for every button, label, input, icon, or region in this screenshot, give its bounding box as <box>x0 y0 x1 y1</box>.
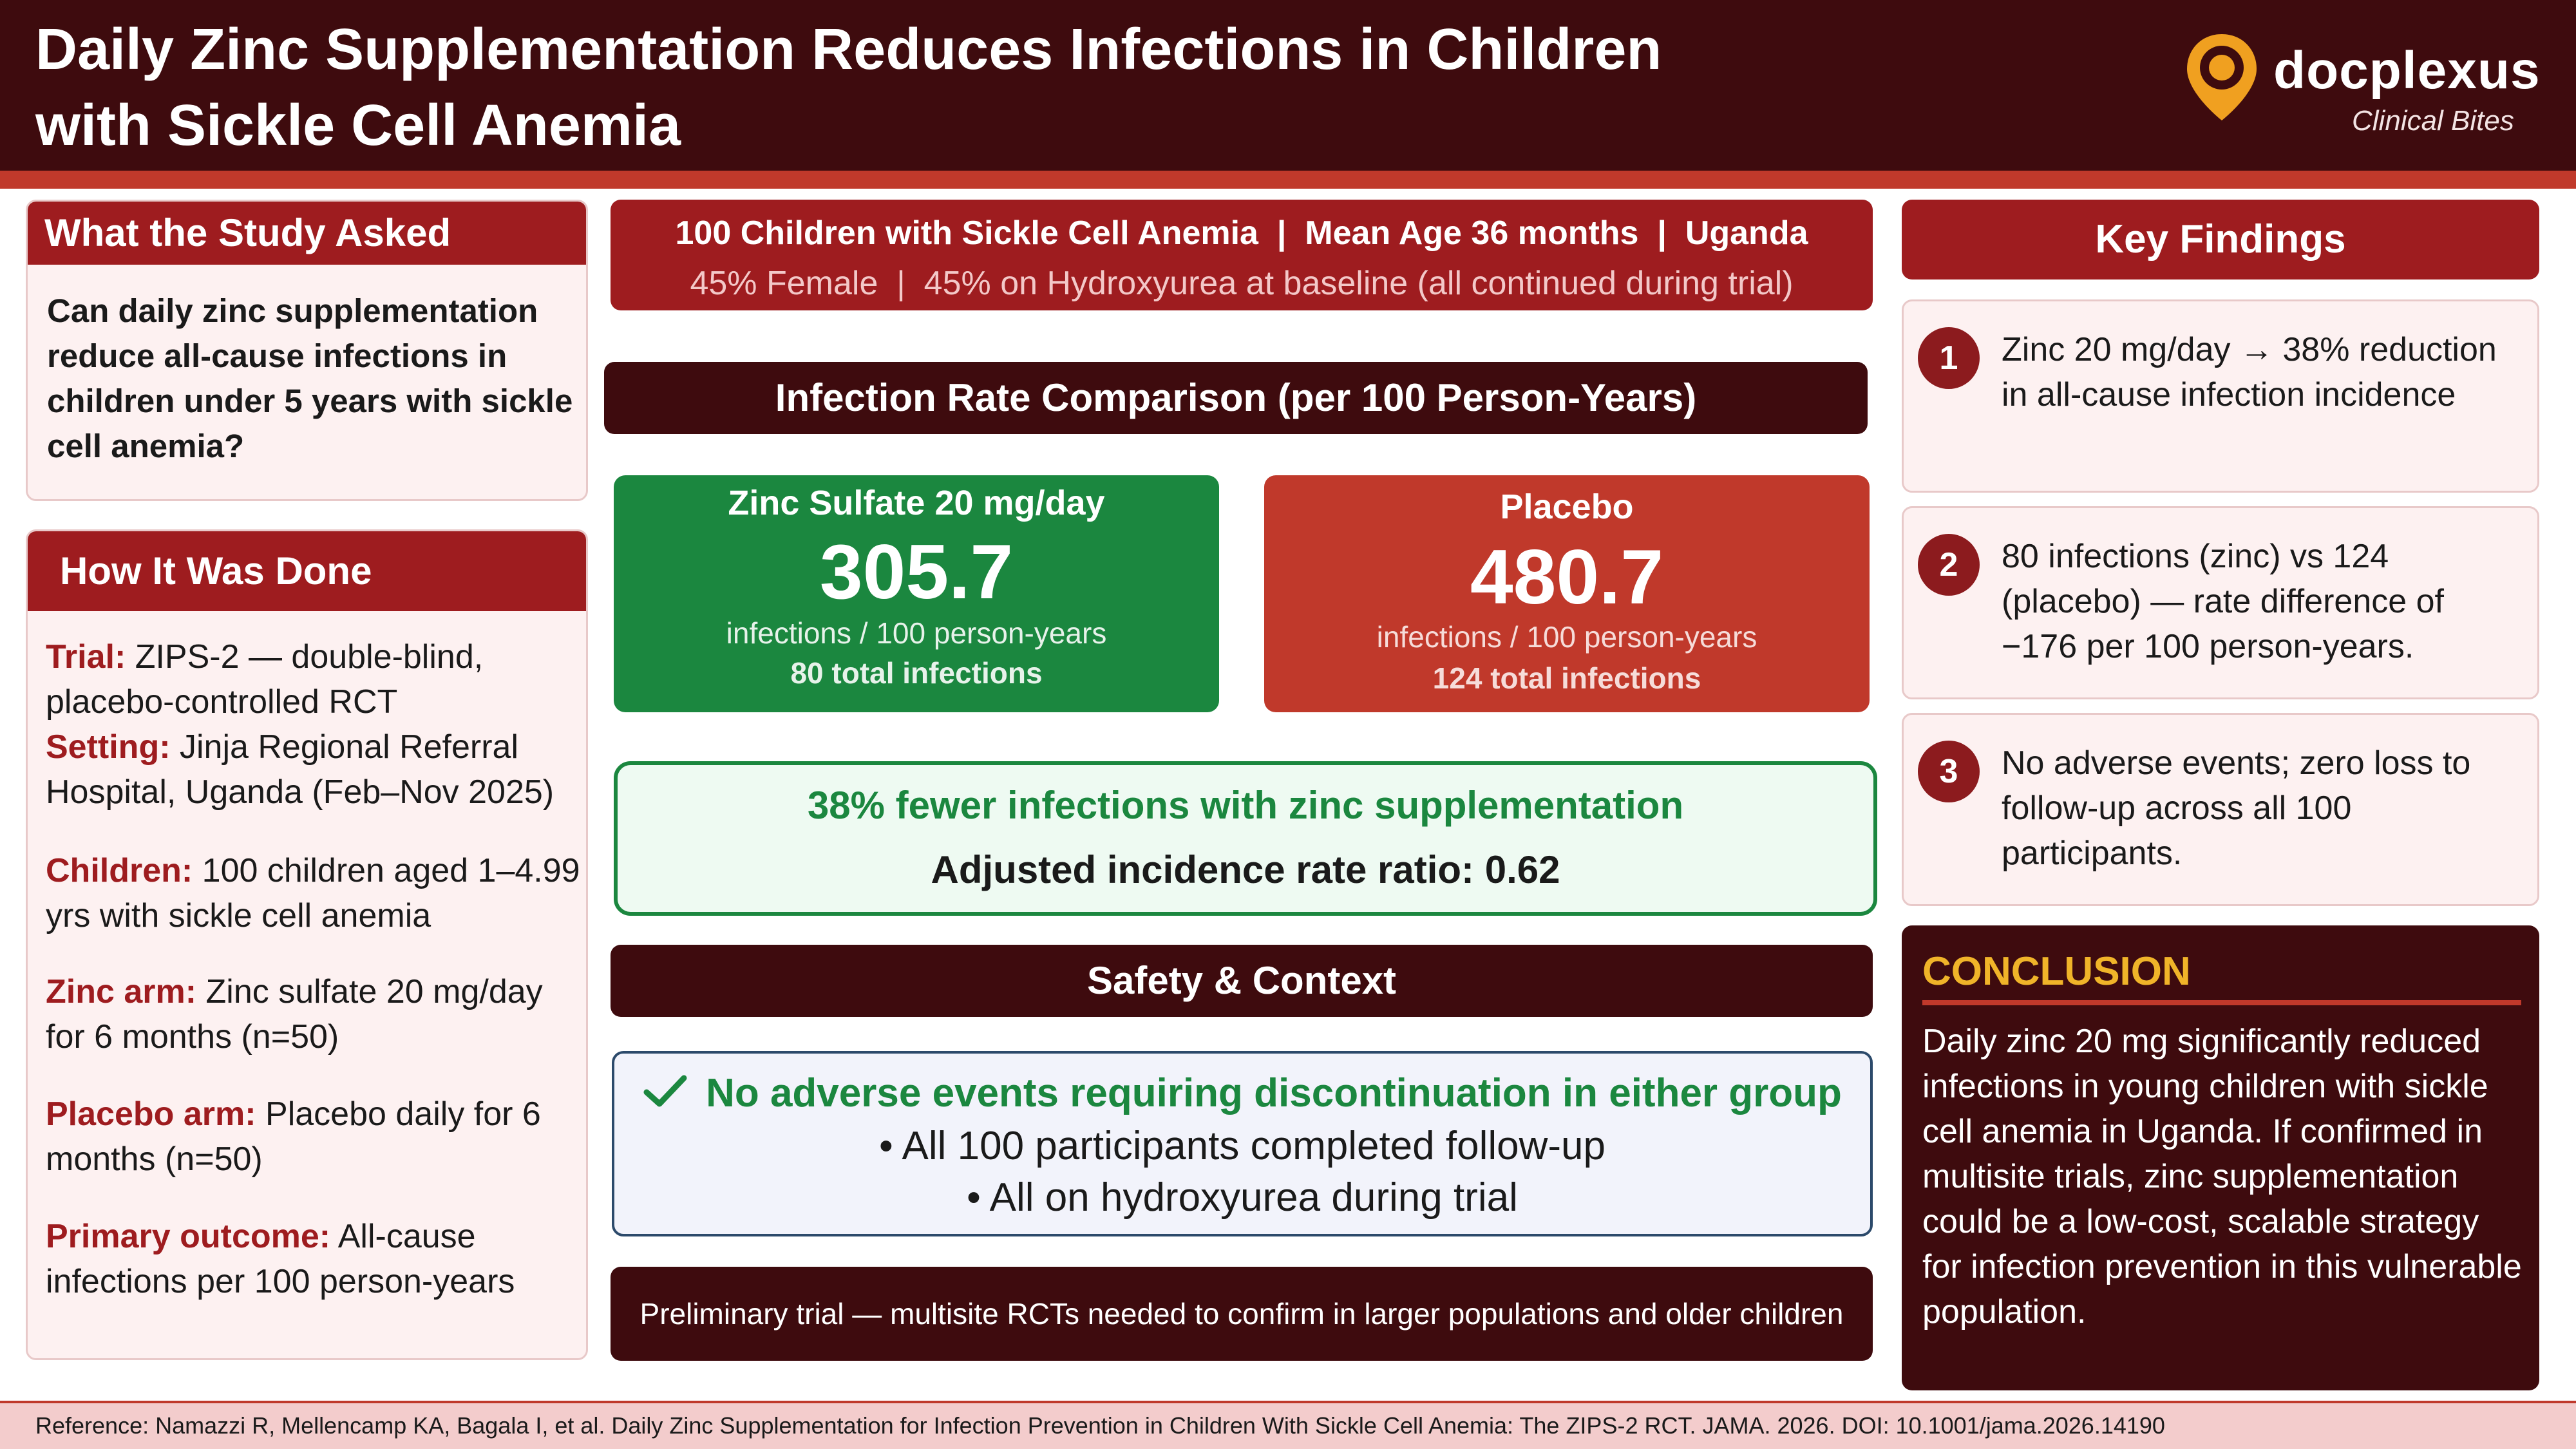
method-text: 100 children aged 1–4.99 yrs with sickle… <box>46 852 580 934</box>
method-key: Primary outcome: <box>46 1218 331 1255</box>
location-pin-logo-icon <box>2187 34 2257 120</box>
reduction-headline: 38% fewer infections with zinc supplemen… <box>807 784 1684 827</box>
placebo-rate-box: Placebo 480.7 infections / 100 person-ye… <box>1264 475 1870 712</box>
key-findings-heading: Key Findings <box>1902 200 2539 279</box>
method-key: Zinc arm: <box>46 973 197 1010</box>
conclusion-divider <box>1922 1000 2521 1005</box>
finding-text: No adverse events; zero loss to follow-u… <box>2002 744 2471 872</box>
conclusion-heading: CONCLUSION <box>1922 949 2191 994</box>
conclusion-text: Daily zinc 20 mg significantly reduced i… <box>1922 1023 2522 1331</box>
reference-text: Reference: Namazzi R, Mellencamp KA, Bag… <box>35 1412 2165 1439</box>
logo-name: docplexus <box>2273 41 2541 100</box>
method-key: Trial: <box>46 638 126 676</box>
method-key: Placebo arm: <box>46 1095 256 1133</box>
rate-comparison-heading: Infection Rate Comparison (per 100 Perso… <box>604 362 1868 434</box>
method-item-children: Children: 100 children aged 1–4.99 yrs w… <box>46 848 586 938</box>
methods-card: How It Was Done Trial: ZIPS-2 — double-b… <box>26 529 588 1360</box>
safety-headline-row: No adverse events requiring discontinuat… <box>614 1070 1870 1116</box>
reference-footer: Reference: Namazzi R, Mellencamp KA, Bag… <box>0 1401 2576 1449</box>
conclusion-box: CONCLUSION Daily zinc 20 mg significantl… <box>1902 925 2539 1390</box>
population-summary: 100 Children with Sickle Cell Anemia | M… <box>675 214 1808 252</box>
finding-number-badge: 1 <box>1918 327 1980 389</box>
check-icon <box>643 1075 687 1107</box>
header-bar: Daily Zinc Supplementation Reduces Infec… <box>0 0 2576 171</box>
study-question-text: Can daily zinc supplementation reduce al… <box>47 292 573 464</box>
method-text: ZIPS-2 — double-blind, placebo-controlle… <box>46 638 484 721</box>
key-finding-card: 3 No adverse events; zero loss to follow… <box>1902 713 2539 906</box>
safety-headline: No adverse events requiring discontinuat… <box>706 1071 1842 1115</box>
zinc-rate-box: Zinc Sulfate 20 mg/day 305.7 infections … <box>614 475 1219 712</box>
safety-heading: Safety & Context <box>611 945 1873 1017</box>
safety-bullet: • All 100 participants completed follow-… <box>879 1124 1605 1168</box>
incidence-rate-ratio: Adjusted incidence rate ratio: 0.62 <box>931 848 1560 891</box>
method-text: Jinja Regional Referral Hospital, Uganda… <box>46 728 554 811</box>
safety-bullet: • All on hydroxyurea during trial <box>967 1175 1518 1220</box>
zinc-label: Zinc Sulfate 20 mg/day <box>728 484 1105 522</box>
page-title: Daily Zinc Supplementation Reduces Infec… <box>35 17 1662 158</box>
study-question-card: What the Study Asked Can daily zinc supp… <box>26 200 588 501</box>
method-text: Zinc sulfate 20 mg/day for 6 months (n=5… <box>46 973 543 1056</box>
rate-ratio-callout: 38% fewer infections with zinc supplemen… <box>614 761 1877 916</box>
method-text: All-cause infections per 100 person-year… <box>46 1218 515 1300</box>
logo-tagline: Clinical Bites <box>2352 105 2514 137</box>
method-item-setting: Setting: Jinja Regional Referral Hospita… <box>46 724 586 815</box>
zinc-rate-value: 305.7 <box>819 529 1014 615</box>
safety-box: No adverse events requiring discontinuat… <box>612 1051 1873 1236</box>
brand-logo: docplexus Clinical Bites <box>2183 29 2544 145</box>
zinc-rate-unit: infections / 100 person-years <box>726 616 1107 650</box>
study-question-heading: What the Study Asked <box>28 202 586 265</box>
population-banner: 100 Children with Sickle Cell Anemia | M… <box>611 200 1873 310</box>
method-item-zinc-arm: Zinc arm: Zinc sulfate 20 mg/day for 6 m… <box>46 969 586 1059</box>
placebo-rate-value: 480.7 <box>1470 534 1664 620</box>
method-text: Placebo daily for 6 months (n=50) <box>46 1095 541 1178</box>
header-accent-stripe <box>0 171 2576 189</box>
finding-number-badge: 2 <box>1918 534 1980 596</box>
population-details: 45% Female | 45% on Hydroxyurea at basel… <box>690 265 1794 302</box>
finding-number-badge: 3 <box>1918 741 1980 802</box>
placebo-label: Placebo <box>1500 488 1634 526</box>
finding-text: 80 infections (zinc) vs 124 (placebo) — … <box>2002 538 2444 665</box>
method-key: Setting: <box>46 728 171 766</box>
finding-text: Zinc 20 mg/day → 38% reduction in all-ca… <box>2002 331 2497 413</box>
method-item-placebo-arm: Placebo arm: Placebo daily for 6 months … <box>46 1092 586 1182</box>
zinc-total-infections: 80 total infections <box>790 656 1043 690</box>
key-finding-card: 1 Zinc 20 mg/day → 38% reduction in all-… <box>1902 299 2539 493</box>
key-finding-card: 2 80 infections (zinc) vs 124 (placebo) … <box>1902 506 2539 699</box>
preliminary-note: Preliminary trial — multisite RCTs neede… <box>611 1267 1873 1361</box>
method-item-primary-outcome: Primary outcome: All-cause infections pe… <box>46 1214 586 1304</box>
method-key: Children: <box>46 852 193 889</box>
method-item-trial: Trial: ZIPS-2 — double-blind, placebo-co… <box>46 634 586 724</box>
placebo-rate-unit: infections / 100 person-years <box>1376 620 1757 654</box>
methods-heading: How It Was Done <box>28 531 586 611</box>
placebo-total-infections: 124 total infections <box>1432 661 1701 695</box>
